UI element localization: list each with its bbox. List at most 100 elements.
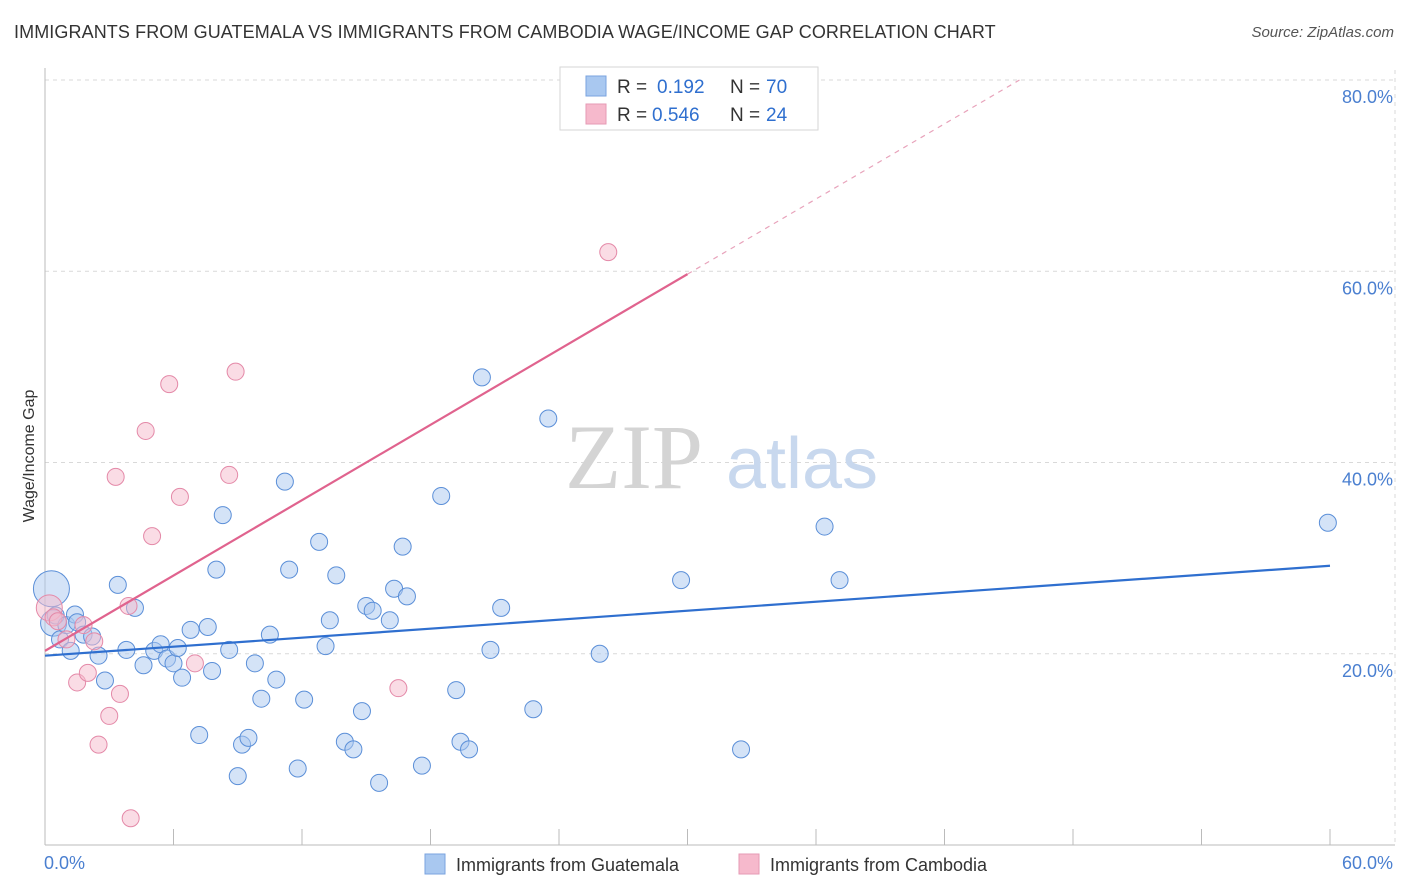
watermark-atlas: atlas	[726, 424, 878, 504]
scatter-point	[110, 684, 129, 703]
scatter-point	[492, 598, 511, 617]
legend-swatch-cambodia	[585, 103, 607, 125]
scatter-point	[108, 575, 127, 594]
scatter-point	[275, 472, 294, 491]
top-legend: R = 0.192 N = 70 R = 0.546 N = 24	[559, 66, 819, 131]
scatter-point	[412, 756, 431, 775]
scatter-point	[327, 566, 346, 585]
scatter-point	[1318, 513, 1337, 532]
watermark-zip: ZIP	[565, 406, 703, 508]
scatter-point	[173, 668, 192, 687]
grid-layer	[45, 70, 1396, 845]
scatter-point	[320, 611, 339, 630]
bottom-legend-swatch-guatemala	[424, 853, 446, 875]
y-tick-label: 60.0%	[1342, 278, 1393, 298]
scatter-point	[89, 735, 108, 754]
scatter-point	[295, 690, 314, 709]
tick-label-layer: 20.0% 40.0% 60.0% 80.0% 0.0% 60.0%	[44, 87, 1393, 873]
scatter-point	[830, 571, 849, 590]
trend-layer	[44, 79, 1331, 657]
scatter-point	[252, 689, 271, 708]
scatter-point	[524, 700, 543, 719]
scatter-point	[815, 517, 834, 536]
scatter-point	[363, 601, 382, 620]
legend-r-value: 0.546	[652, 105, 700, 126]
y-axis-label: Wage/Income Gap	[21, 390, 38, 523]
legend-r-value: 0.192	[657, 77, 705, 98]
scatter-point	[160, 375, 179, 394]
bottom-legend-label-cambodia: Immigrants from Cambodia	[770, 855, 988, 875]
scatter-point	[732, 740, 751, 759]
scatter-point	[310, 532, 329, 551]
scatter-point	[198, 617, 217, 636]
series-guatemala	[32, 368, 1337, 792]
trend-line-cambodia	[44, 273, 689, 652]
scatter-point	[539, 409, 558, 428]
scatter-point	[170, 487, 189, 506]
legend-r-label: R =	[617, 77, 647, 98]
scatter-point	[481, 640, 500, 659]
series-cambodia	[35, 243, 618, 828]
scatter-point	[239, 728, 258, 747]
scatter-point	[95, 671, 114, 690]
scatter-point	[181, 620, 200, 639]
scatter-point	[599, 243, 618, 262]
scatter-point	[389, 679, 408, 698]
watermark: ZIP atlas	[565, 406, 878, 508]
scatter-point	[460, 740, 479, 759]
scatter-point	[168, 639, 187, 658]
scatter-point	[106, 467, 125, 486]
bottom-legend: Immigrants from Guatemala Immigrants fro…	[424, 853, 988, 875]
axes-layer	[44, 68, 1395, 846]
scatter-point	[245, 654, 264, 673]
legend-n-value: 70	[766, 77, 787, 98]
scatter-point	[85, 632, 104, 651]
scatter-point	[472, 368, 491, 387]
legend-n-label: N =	[730, 105, 760, 126]
scatter-point	[220, 465, 239, 484]
y-tick-label: 20.0%	[1342, 661, 1393, 681]
scatter-point	[185, 654, 204, 673]
scatter-point	[370, 773, 389, 792]
scatter-point	[226, 362, 245, 381]
scatter-point	[397, 587, 416, 606]
legend-r-label: R =	[617, 105, 647, 126]
scatter-point	[380, 611, 399, 630]
scatter-point	[228, 767, 247, 786]
scatter-point	[280, 560, 299, 579]
scatter-point	[134, 656, 153, 675]
legend-n-label: N =	[730, 77, 760, 98]
points-layer	[32, 243, 1337, 828]
scatter-point	[393, 537, 412, 556]
scatter-point	[213, 506, 232, 525]
scatter-point	[344, 740, 363, 759]
scatter-point	[207, 560, 226, 579]
scatter-point	[288, 759, 307, 778]
scatter-point	[316, 637, 335, 656]
bottom-legend-swatch-cambodia	[738, 853, 760, 875]
scatter-point	[447, 681, 466, 700]
trend-line-guatemala	[44, 564, 1331, 657]
legend-n-value: 24	[766, 105, 788, 126]
scatter-point	[78, 663, 97, 682]
scatter-point	[143, 527, 162, 546]
y-tick-label: 80.0%	[1342, 87, 1393, 107]
bottom-legend-label-guatemala: Immigrants from Guatemala	[456, 855, 680, 875]
scatter-point	[136, 421, 155, 440]
scatter-point	[220, 640, 239, 659]
scatter-point	[267, 670, 286, 689]
scatter-point	[203, 661, 222, 680]
scatter-point	[121, 809, 140, 828]
x-tick-label: 0.0%	[44, 853, 85, 873]
trend-extension-cambodia	[687, 79, 1020, 275]
x-tick-label: 60.0%	[1342, 853, 1393, 873]
source-label: Source: ZipAtlas.com	[1251, 24, 1394, 41]
scatter-point	[74, 616, 93, 635]
chart-title: IMMIGRANTS FROM GUATEMALA VS IMMIGRANTS …	[14, 22, 996, 42]
scatter-point	[432, 486, 451, 505]
legend-swatch-guatemala	[585, 75, 607, 97]
y-tick-label: 40.0%	[1342, 470, 1393, 490]
scatter-point	[190, 726, 209, 745]
scatter-point	[672, 571, 691, 590]
